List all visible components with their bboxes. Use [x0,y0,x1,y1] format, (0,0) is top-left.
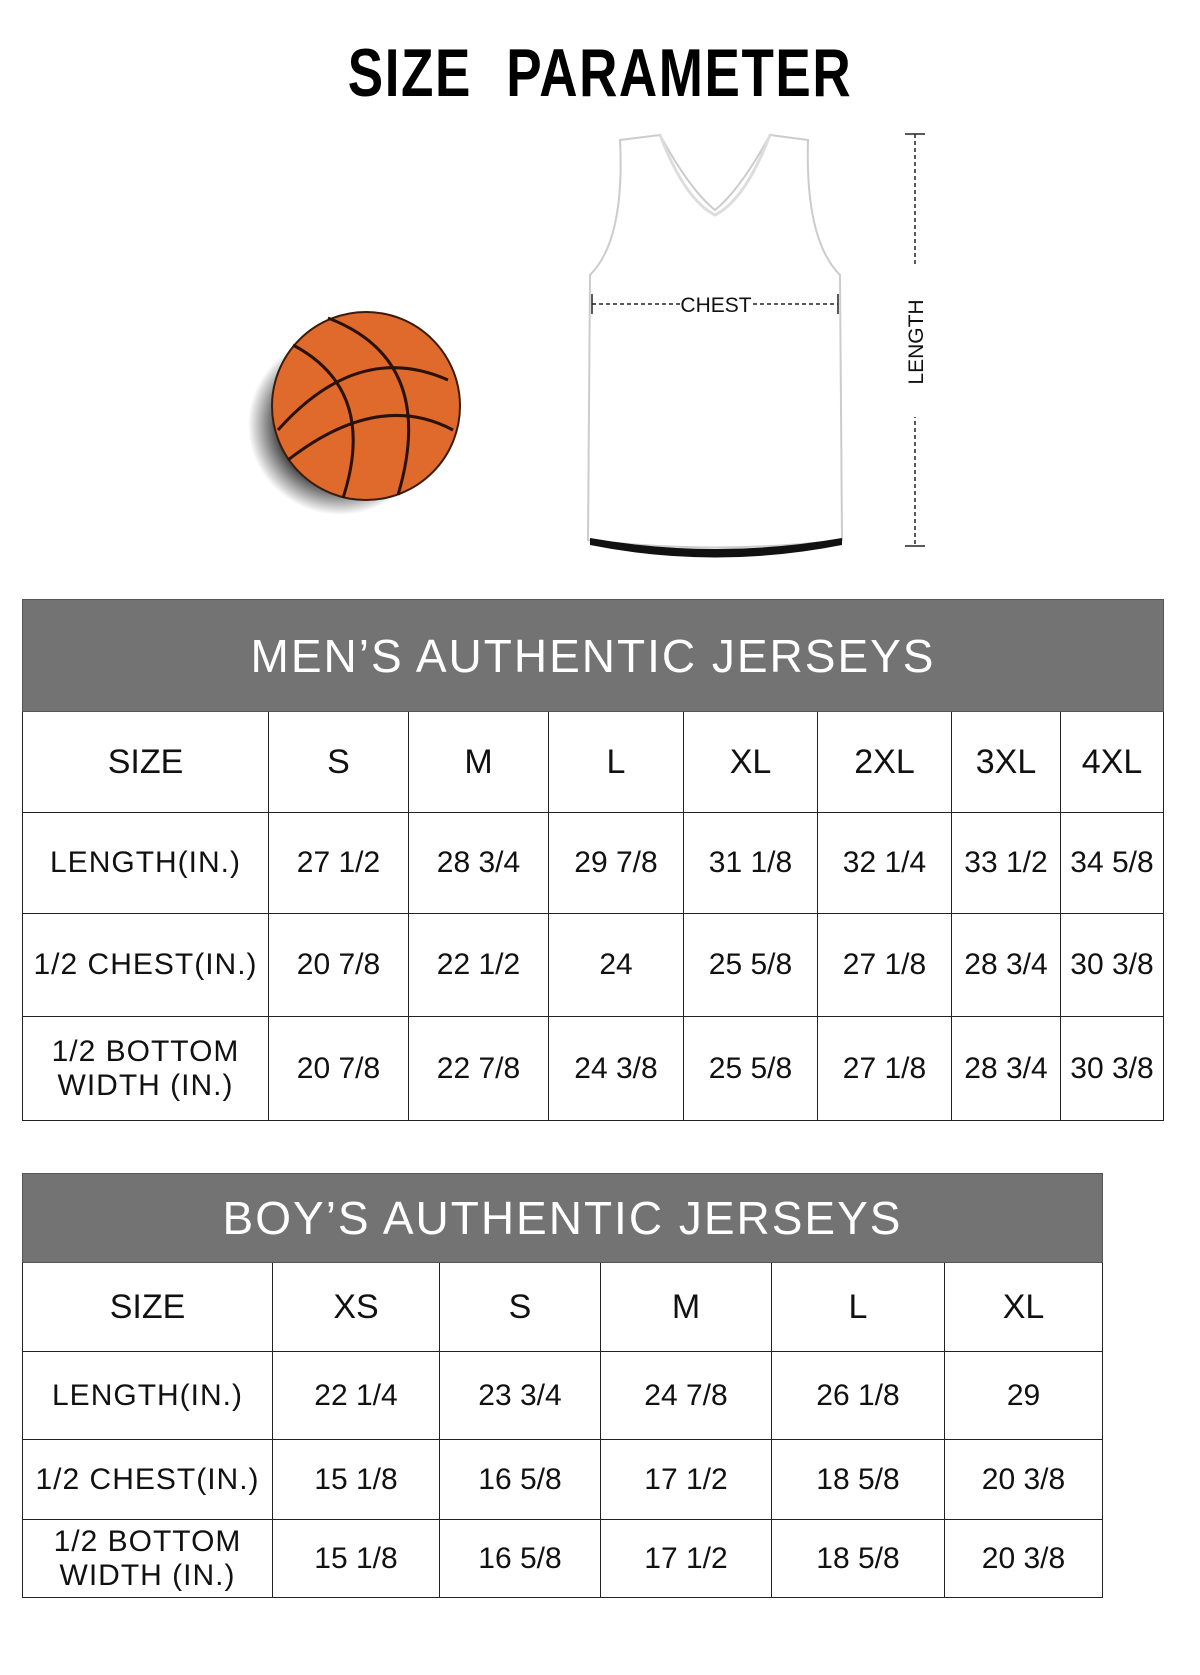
size-cell: XL [683,711,818,813]
value-cell: 24 [548,913,684,1017]
men-table-title: MEN’S AUTHENTIC JERSEYS [22,599,1164,712]
size-cell: M [408,711,549,813]
size-cell: 4XL [1060,711,1164,813]
value-cell: 26 1/8 [771,1351,945,1440]
value-cell: 17 1/2 [600,1439,772,1520]
chest-label: CHEST [680,294,751,317]
value-cell: 22 1/4 [272,1351,440,1440]
value-cell: 28 3/4 [408,812,549,914]
value-cell: 28 3/4 [951,1016,1061,1121]
value-cell: 16 5/8 [439,1519,601,1598]
row-label: LENGTH(IN.) [22,1351,273,1440]
value-cell: 18 5/8 [771,1439,945,1520]
value-cell: 27 1/8 [817,1016,952,1121]
value-cell: 30 3/8 [1060,1016,1164,1121]
value-cell: 29 [943,1351,1104,1440]
size-cell: L [548,711,684,813]
value-cell: 25 5/8 [683,1016,818,1121]
value-cell: 20 7/8 [268,1016,409,1121]
row-label: 1/2 CHEST(IN.) [22,1439,273,1520]
value-cell: 28 3/4 [951,913,1061,1017]
value-cell: 34 5/8 [1060,812,1164,914]
basketball-icon [248,311,461,515]
length-label: LENGTH [905,299,928,384]
table-row: 1/2 BOTTOM WIDTH (IN.) 20 7/8 22 7/8 24 … [22,1016,1164,1121]
boy-table-title: BOY’S AUTHENTIC JERSEYS [21,1173,1104,1263]
value-cell: 23 3/4 [439,1351,601,1440]
table-row: SIZE S M L XL 2XL 3XL 4XL [22,711,1164,813]
value-cell: 20 7/8 [268,913,409,1017]
page-title: SIZE PARAMETER [132,34,1068,112]
size-cell: S [439,1262,601,1352]
value-cell: 27 1/8 [817,913,952,1017]
table-row: LENGTH(IN.) 27 1/2 28 3/4 29 7/8 31 1/8 … [22,812,1164,914]
row-label: 1/2 BOTTOM WIDTH (IN.) [22,1016,269,1121]
value-cell: 24 7/8 [600,1351,772,1440]
size-cell: 2XL [817,711,952,813]
jersey-diagram: CHEST [586,133,844,558]
title-word-parameter: PARAMETER [506,35,853,111]
value-cell: 18 5/8 [771,1519,945,1598]
value-cell: 16 5/8 [439,1439,601,1520]
table-row: 1/2 CHEST(IN.) 15 1/8 16 5/8 17 1/2 18 5… [22,1439,1104,1520]
value-cell: 22 7/8 [408,1016,549,1121]
value-cell: 30 3/8 [1060,913,1164,1017]
value-cell: 20 3/8 [943,1439,1104,1520]
length-indicator: LENGTH [903,133,928,547]
men-size-table: MEN’S AUTHENTIC JERSEYS SIZE S M L XL 2X… [22,599,1164,1121]
size-header: SIZE [22,711,269,813]
value-cell: 22 1/2 [408,913,549,1017]
value-cell: 17 1/2 [600,1519,772,1598]
size-cell: XS [272,1262,440,1352]
table-row: 1/2 BOTTOM WIDTH (IN.) 15 1/8 16 5/8 17 … [22,1519,1104,1598]
size-cell: 3XL [951,711,1061,813]
value-cell: 31 1/8 [683,812,818,914]
table-row: 1/2 CHEST(IN.) 20 7/8 22 1/2 24 25 5/8 2… [22,913,1164,1017]
value-cell: 20 3/8 [943,1519,1104,1598]
size-cell: L [771,1262,945,1352]
table-row: LENGTH(IN.) 22 1/4 23 3/4 24 7/8 26 1/8 … [22,1351,1104,1440]
value-cell: 32 1/4 [817,812,952,914]
value-cell: 29 7/8 [548,812,684,914]
row-label: 1/2 CHEST(IN.) [22,913,269,1017]
title-word-size: SIZE [347,35,472,111]
size-cell: M [600,1262,772,1352]
boy-size-table: BOY’S AUTHENTIC JERSEYS SIZE XS S M L XL… [21,1173,1104,1598]
value-cell: 25 5/8 [683,913,818,1017]
size-cell: XL [943,1262,1104,1352]
table-row: SIZE XS S M L XL [22,1262,1104,1352]
value-cell: 15 1/8 [272,1439,440,1520]
row-label: 1/2 BOTTOM WIDTH (IN.) [22,1519,273,1598]
row-label: LENGTH(IN.) [22,812,269,914]
size-cell: S [268,711,409,813]
value-cell: 33 1/2 [951,812,1061,914]
size-header: SIZE [22,1262,273,1352]
value-cell: 27 1/2 [268,812,409,914]
value-cell: 24 3/8 [548,1016,684,1121]
value-cell: 15 1/8 [272,1519,440,1598]
